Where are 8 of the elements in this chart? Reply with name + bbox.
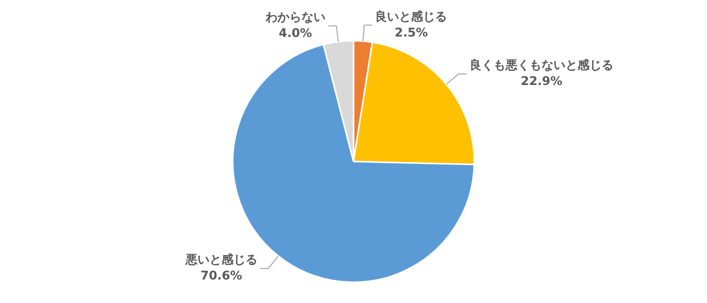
slice-label: わからない: [264, 10, 326, 24]
data-label: 22.9%: [520, 74, 562, 88]
data-label: 70.6%: [200, 268, 242, 283]
data-label: 4.0%: [278, 26, 312, 40]
data-label: 2.5%: [394, 25, 428, 40]
slice-label: 悪いと感じる: [184, 252, 258, 267]
slice-label: 良いと感じる: [375, 9, 448, 24]
slice-label: 良くも悪くもないと感じる: [470, 58, 614, 72]
